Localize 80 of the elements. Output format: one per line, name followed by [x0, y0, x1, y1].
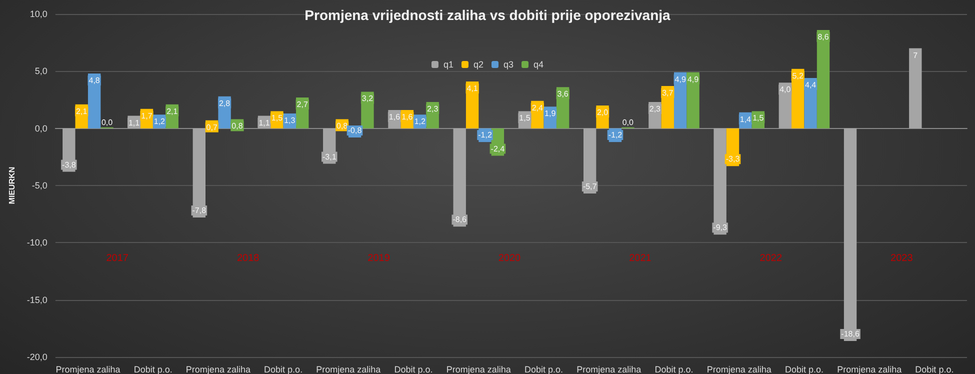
data-label: 1,4	[740, 114, 752, 124]
data-label: -1,2	[478, 130, 492, 140]
x-tick-label: Promjena zaliha	[56, 364, 120, 374]
legend-label: q3	[504, 60, 514, 70]
annotation: 2019	[368, 252, 390, 264]
data-label: 1,9	[544, 109, 556, 118]
x-tick-label: Dobit p.o.	[264, 364, 303, 374]
annotation: 2023	[890, 252, 914, 264]
data-label: 2,8	[218, 98, 231, 108]
data-label: 2,3	[649, 104, 662, 114]
data-label: 0,0	[622, 118, 634, 127]
data-label: 2,4	[532, 103, 544, 112]
data-label: 1,5	[519, 114, 531, 123]
data-label: 1,1	[128, 118, 140, 128]
y-tick-label: -5,0	[32, 180, 48, 190]
annotation: 2017	[106, 252, 129, 264]
y-tick-label: 0,0	[34, 123, 48, 134]
x-tick-label: Dobit p.o.	[524, 364, 564, 374]
legend-label: q1	[443, 60, 454, 70]
data-label: 2,1	[166, 106, 178, 116]
x-tick-label: Promjena zaliha	[706, 364, 772, 374]
data-label: 1,2	[154, 117, 166, 126]
legend-label: q4	[534, 60, 544, 70]
data-label: -9,3	[713, 223, 728, 232]
data-label: 2,1	[76, 106, 88, 116]
data-label: -5,7	[582, 182, 598, 192]
data-label: 2,0	[596, 108, 609, 117]
x-tick-label: Promjena zaliha	[837, 364, 902, 374]
data-label: 4,8	[88, 76, 100, 85]
data-label: 4,4	[805, 80, 817, 90]
data-label: -1,2	[608, 130, 623, 140]
data-label: 7	[913, 50, 918, 60]
y-tick-label: -10,0	[26, 238, 48, 248]
x-tick-label: Dobit p.o.	[654, 364, 694, 374]
data-label: 4,0	[780, 85, 792, 94]
data-label: 2,3	[427, 104, 439, 114]
data-label: 2,7	[296, 100, 308, 109]
data-label: -7,8	[192, 206, 207, 216]
x-tick-label: Promjena zaliha	[576, 364, 642, 374]
data-label: 1,2	[414, 117, 426, 126]
legend-label: q2	[473, 60, 484, 70]
x-tick-label: Dobit p.o.	[394, 364, 433, 374]
data-label: 3,6	[557, 90, 569, 99]
x-tick-label: Dobit p.o.	[915, 364, 954, 374]
chart-title: Promjena vrijednosti zaliha vs dobiti prije oporezivanja	[304, 7, 671, 23]
annotation: 2021	[629, 252, 652, 264]
y-tick-label: -20,0	[26, 352, 48, 362]
data-label: 5,2	[792, 71, 804, 80]
y-tick-label: 10,0	[30, 9, 48, 19]
data-label: -2,4	[490, 144, 506, 154]
data-label: -3,8	[62, 160, 76, 170]
annotation: 2022	[760, 252, 782, 264]
data-label: -8,6	[452, 215, 468, 224]
x-tick-label: Dobit p.o.	[134, 364, 172, 374]
data-label: 1,6	[402, 112, 414, 122]
data-label: 1,1	[258, 118, 270, 128]
data-label: 4,1	[466, 84, 478, 93]
data-label: -3,3	[726, 154, 740, 164]
annotation: 2020	[498, 252, 522, 264]
annotation: 2018	[236, 252, 260, 264]
y-axis-title: MIEURKN	[8, 166, 16, 204]
data-label: 1,5	[752, 114, 764, 123]
x-tick-label: Promjena zaliha	[316, 364, 381, 374]
y-tick-label: -15,0	[26, 294, 48, 305]
y-tick-label: 5,0	[34, 66, 48, 76]
x-tick-label: Dobit p.o.	[784, 364, 824, 374]
data-label: 1,5	[271, 114, 284, 123]
data-label: 8,6	[818, 32, 830, 42]
data-label: 4,9	[687, 74, 700, 84]
data-label: 0,0	[101, 118, 114, 127]
data-label: 1,3	[284, 116, 296, 125]
data-label: 3,7	[662, 88, 674, 98]
data-label: -3,1	[322, 152, 337, 162]
data-label: 1,6	[388, 112, 401, 122]
x-tick-label: Promjena zaliha	[186, 364, 250, 374]
data-label: 3,2	[362, 94, 374, 104]
data-label: 4,9	[674, 74, 686, 84]
data-label: 1,7	[141, 111, 153, 120]
data-label: -18,6	[841, 329, 860, 338]
x-tick-label: Promjena zaliha	[446, 364, 511, 374]
